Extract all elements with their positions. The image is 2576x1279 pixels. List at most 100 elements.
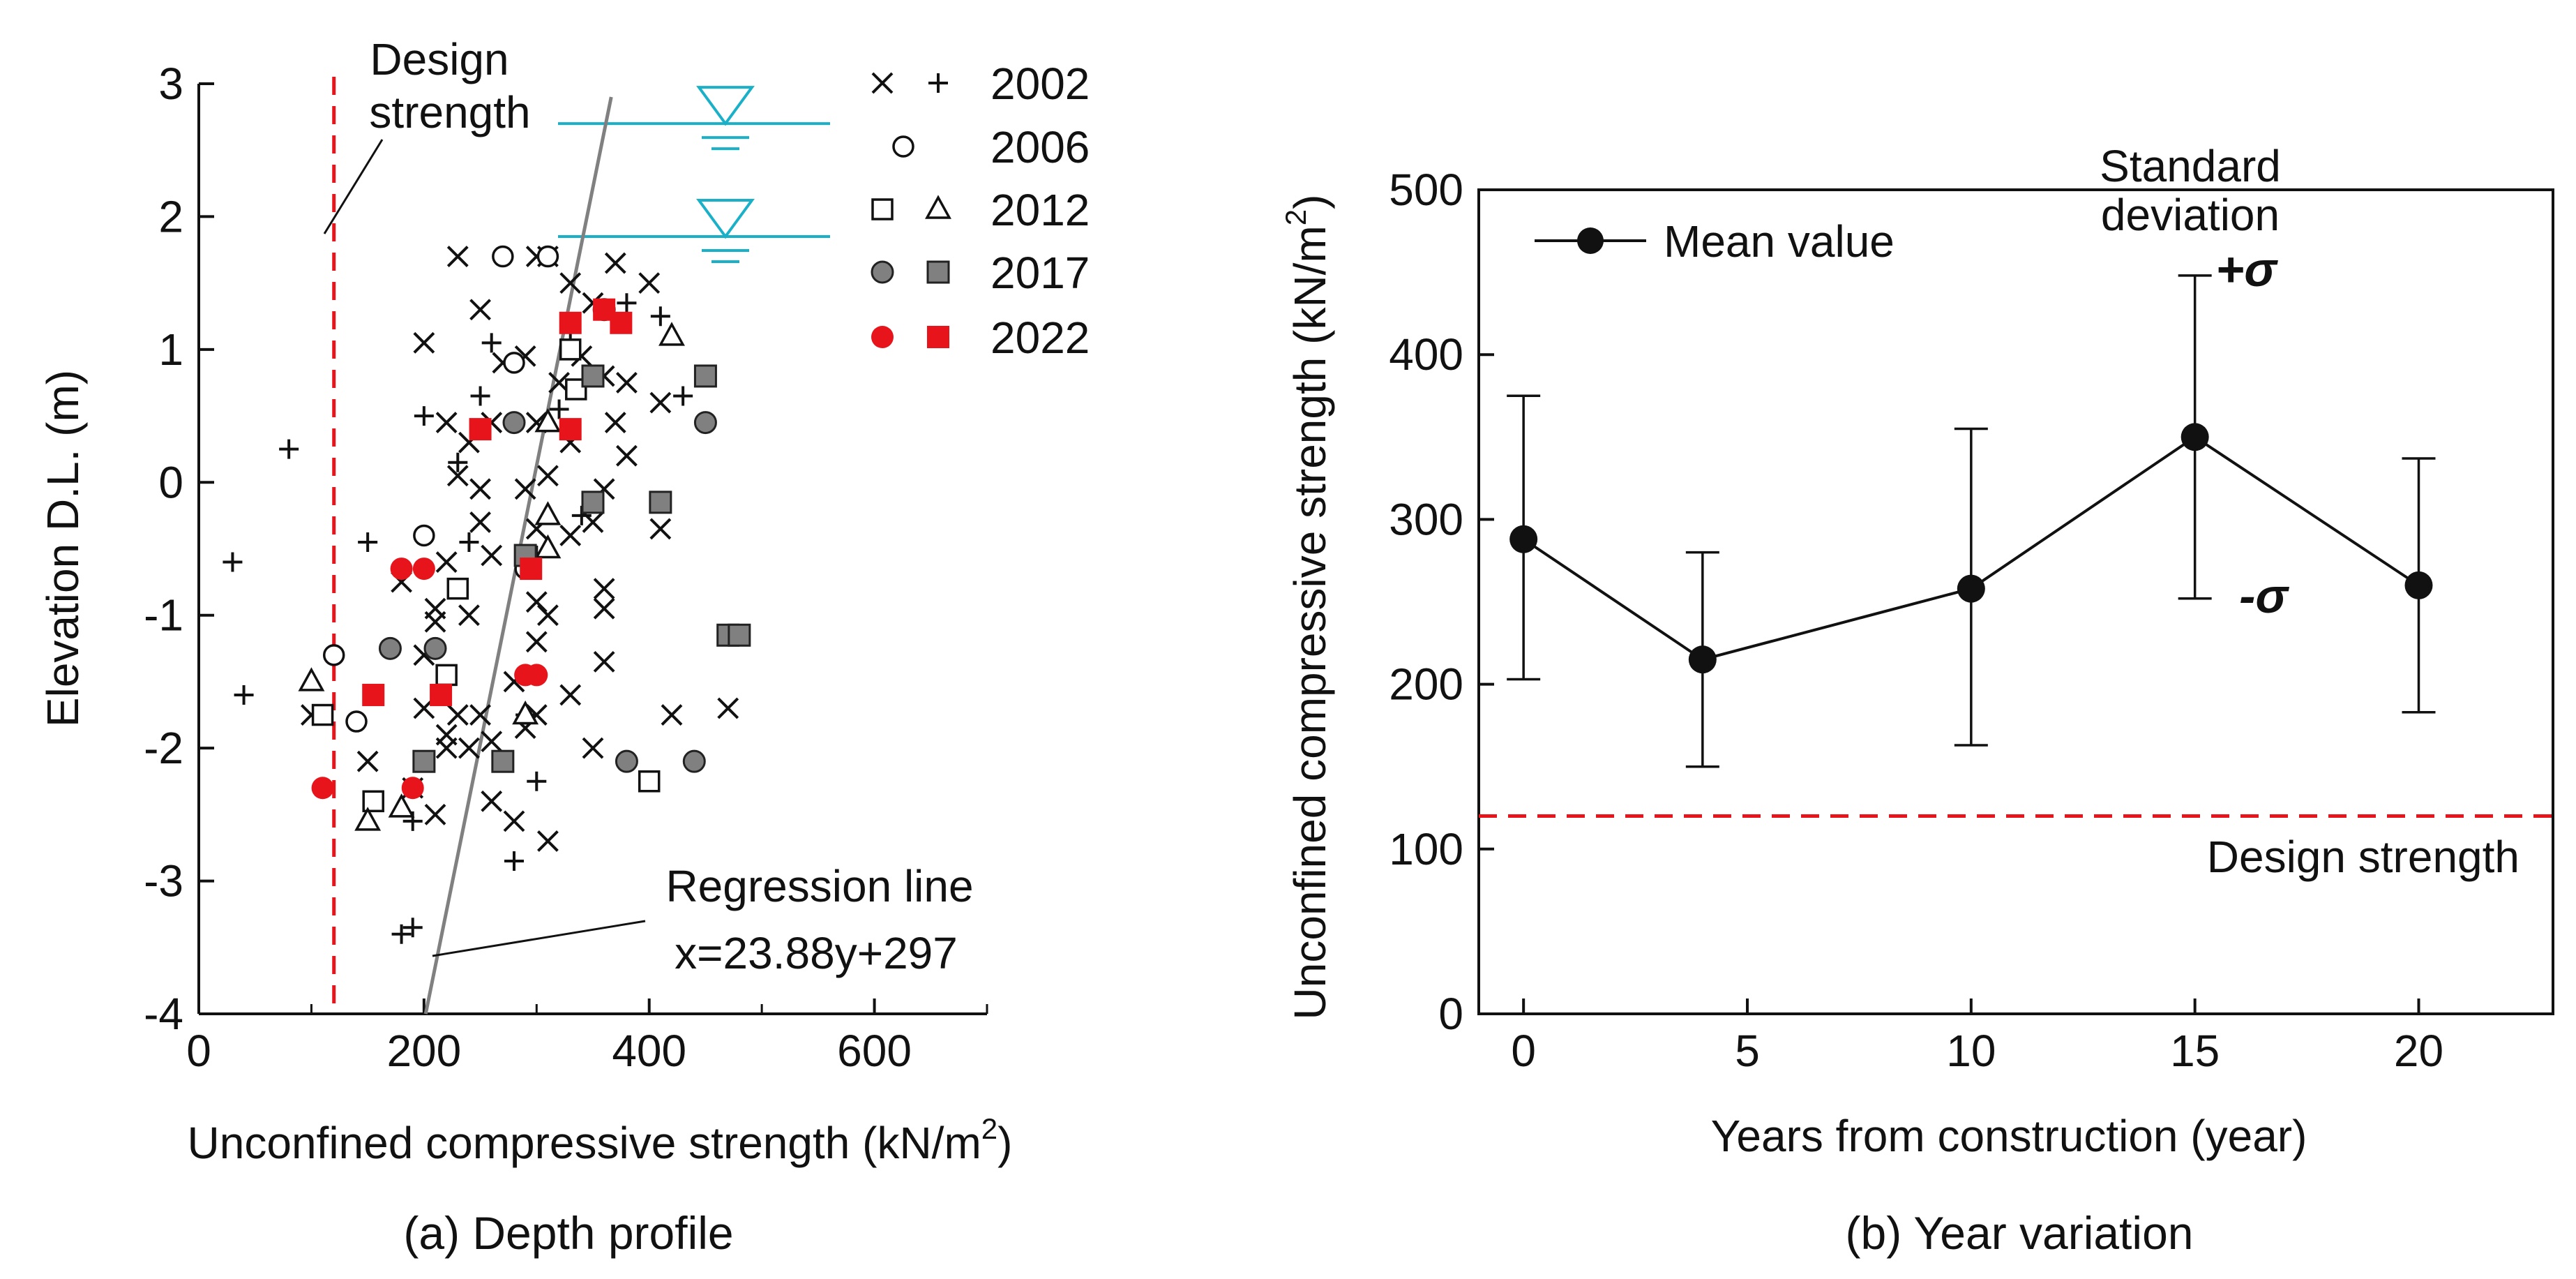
marker-x <box>661 704 683 726</box>
y-tick-label: 400 <box>1389 329 1463 380</box>
marker-red-square <box>430 683 453 706</box>
marker-x <box>593 597 615 620</box>
series-plus <box>223 293 693 944</box>
marker-gray-square <box>412 749 436 773</box>
y-tick-label: 0 <box>158 457 183 507</box>
series-x <box>301 246 739 852</box>
series-open-triangle <box>298 322 685 831</box>
marker-gray-square <box>581 364 605 388</box>
panel-a-data-points <box>223 245 751 944</box>
marker-open-circle <box>492 245 514 268</box>
legend-entry-2012: 2012 <box>871 185 1090 235</box>
panel-a-y-label: Elevation D.L. (m) <box>38 370 88 727</box>
panel-a-y-ticks: -4 -3 -2 -1 0 1 2 3 <box>144 59 214 1039</box>
y-tick-label: 100 <box>1389 824 1463 874</box>
marker-x <box>424 611 446 633</box>
marker-open-triangle <box>388 793 415 818</box>
marker-plus <box>470 386 490 406</box>
marker-plus <box>414 406 434 426</box>
y-tick-label: 500 <box>1389 165 1463 215</box>
error-bars <box>1507 274 2436 768</box>
marker-x <box>413 331 435 354</box>
marker-x <box>582 737 604 759</box>
panel-a-caption: (a) Depth profile <box>403 1207 733 1259</box>
panel-b-x-ticks: 0 5 10 15 20 <box>1511 998 2443 1076</box>
marker-x <box>469 511 491 533</box>
mean-value-point <box>1509 525 1538 553</box>
panel-b-frame <box>1477 188 2554 1015</box>
marker-red-square <box>927 326 949 348</box>
marker-x <box>481 790 503 812</box>
design-label-line2: strength <box>369 87 530 137</box>
plus-sigma-label: +σ <box>2215 242 2278 297</box>
marker-red-circle <box>311 777 334 800</box>
marker-open-square <box>311 703 334 726</box>
marker-x <box>356 750 379 772</box>
marker-plus <box>234 685 254 705</box>
marker-x <box>481 731 503 753</box>
std-label-line1: Standard <box>2100 141 2281 191</box>
design-strength-label-b: Design strength <box>2207 832 2519 882</box>
series-red-circle <box>311 558 548 800</box>
marker-gray-square <box>491 749 515 773</box>
marker-x <box>525 591 548 613</box>
regression-label-line1: Regression line <box>665 861 973 911</box>
marker-x <box>446 704 469 726</box>
marker-plus <box>549 399 569 419</box>
marker-gray-circle <box>502 411 526 435</box>
marker-gray-square <box>728 623 751 647</box>
legend-entry-2006: 2006 <box>892 122 1090 172</box>
marker-x <box>481 544 503 567</box>
marker-x <box>514 478 536 500</box>
marker-open-triangle <box>354 807 382 831</box>
marker-x <box>559 525 582 546</box>
marker-red-circle <box>871 326 894 348</box>
marker-open-square <box>638 770 661 793</box>
panel-b-y-label: Unconfined compressive strength (kN/m2) <box>1279 195 1335 1020</box>
marker-red-circle <box>412 558 435 581</box>
marker-red-square <box>469 418 492 441</box>
marker-open-square <box>871 198 894 220</box>
marker-red-square <box>520 558 543 581</box>
marker-open-triangle <box>534 407 562 433</box>
marker-x <box>649 518 672 540</box>
marker-open-square <box>435 664 458 687</box>
marker-open-circle <box>536 245 559 268</box>
marker-gray-circle <box>871 260 894 284</box>
y-tick-label: 0 <box>1438 989 1463 1039</box>
panel-b-x-label: Years from construction (year) <box>1711 1111 2307 1161</box>
x-tick-label: 5 <box>1735 1026 1760 1076</box>
marker-x <box>871 72 894 94</box>
x-tick-label: 10 <box>1946 1026 1996 1076</box>
marker-gray-circle <box>682 749 706 773</box>
std-label-line2: deviation <box>2101 190 2280 240</box>
marker-open-square <box>559 338 582 361</box>
marker-x <box>559 272 582 294</box>
mean-value-point <box>1957 574 1985 603</box>
legend-label: 2022 <box>991 313 1090 363</box>
marker-open-triangle <box>658 322 685 346</box>
series-gray-square <box>412 364 751 773</box>
marker-open-circle <box>503 352 525 374</box>
marker-x <box>458 604 480 627</box>
marker-x <box>616 444 638 467</box>
marker-gray-circle <box>423 636 447 660</box>
mean-value-points <box>1509 423 2433 674</box>
y-tick-label: 2 <box>158 191 183 241</box>
marker-plus <box>650 306 670 327</box>
y-tick-label: 300 <box>1389 494 1463 544</box>
panel-b-caption: (b) Year variation <box>1846 1207 2194 1259</box>
legend-entry-2022: 2022 <box>871 313 1090 363</box>
marker-plus <box>391 924 412 944</box>
marker-x <box>537 830 559 852</box>
marker-x <box>469 299 491 321</box>
legend-entry-2017: 2017 <box>871 248 1090 298</box>
water-level-symbols <box>558 86 830 263</box>
x-tick-label: 0 <box>186 1026 211 1076</box>
y-tick-label: 200 <box>1389 659 1463 710</box>
marker-plus <box>358 532 378 552</box>
y-tick-label: 1 <box>158 324 183 375</box>
design-label-line1: Design <box>370 34 509 84</box>
marker-plus <box>459 532 479 552</box>
